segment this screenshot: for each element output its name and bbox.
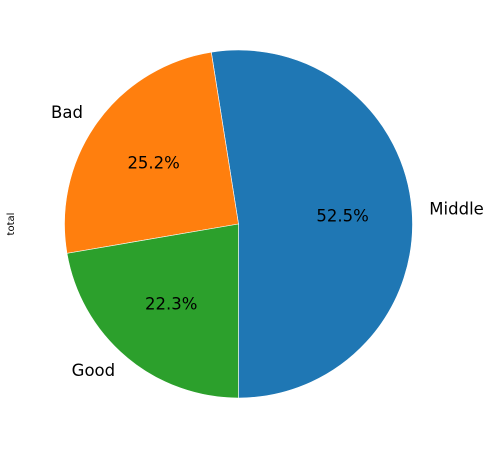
slice-percent-middle: 52.5% <box>316 206 368 225</box>
slice-label-bad: Bad <box>51 103 83 122</box>
pie-slice-good <box>66 223 239 399</box>
slice-label-good: Good <box>72 361 115 380</box>
slice-label-middle: Middle <box>429 199 484 218</box>
pie-slices <box>64 49 413 399</box>
y-axis-label: total <box>6 213 17 236</box>
pie-slice-bad <box>64 51 239 254</box>
slice-percent-good: 22.3% <box>145 294 197 313</box>
pie-slice-middle <box>210 49 413 399</box>
pie-labels: Middle 52.5% Bad 25.2% Good 22.3% <box>51 103 484 380</box>
slice-percent-bad: 25.2% <box>127 154 179 173</box>
